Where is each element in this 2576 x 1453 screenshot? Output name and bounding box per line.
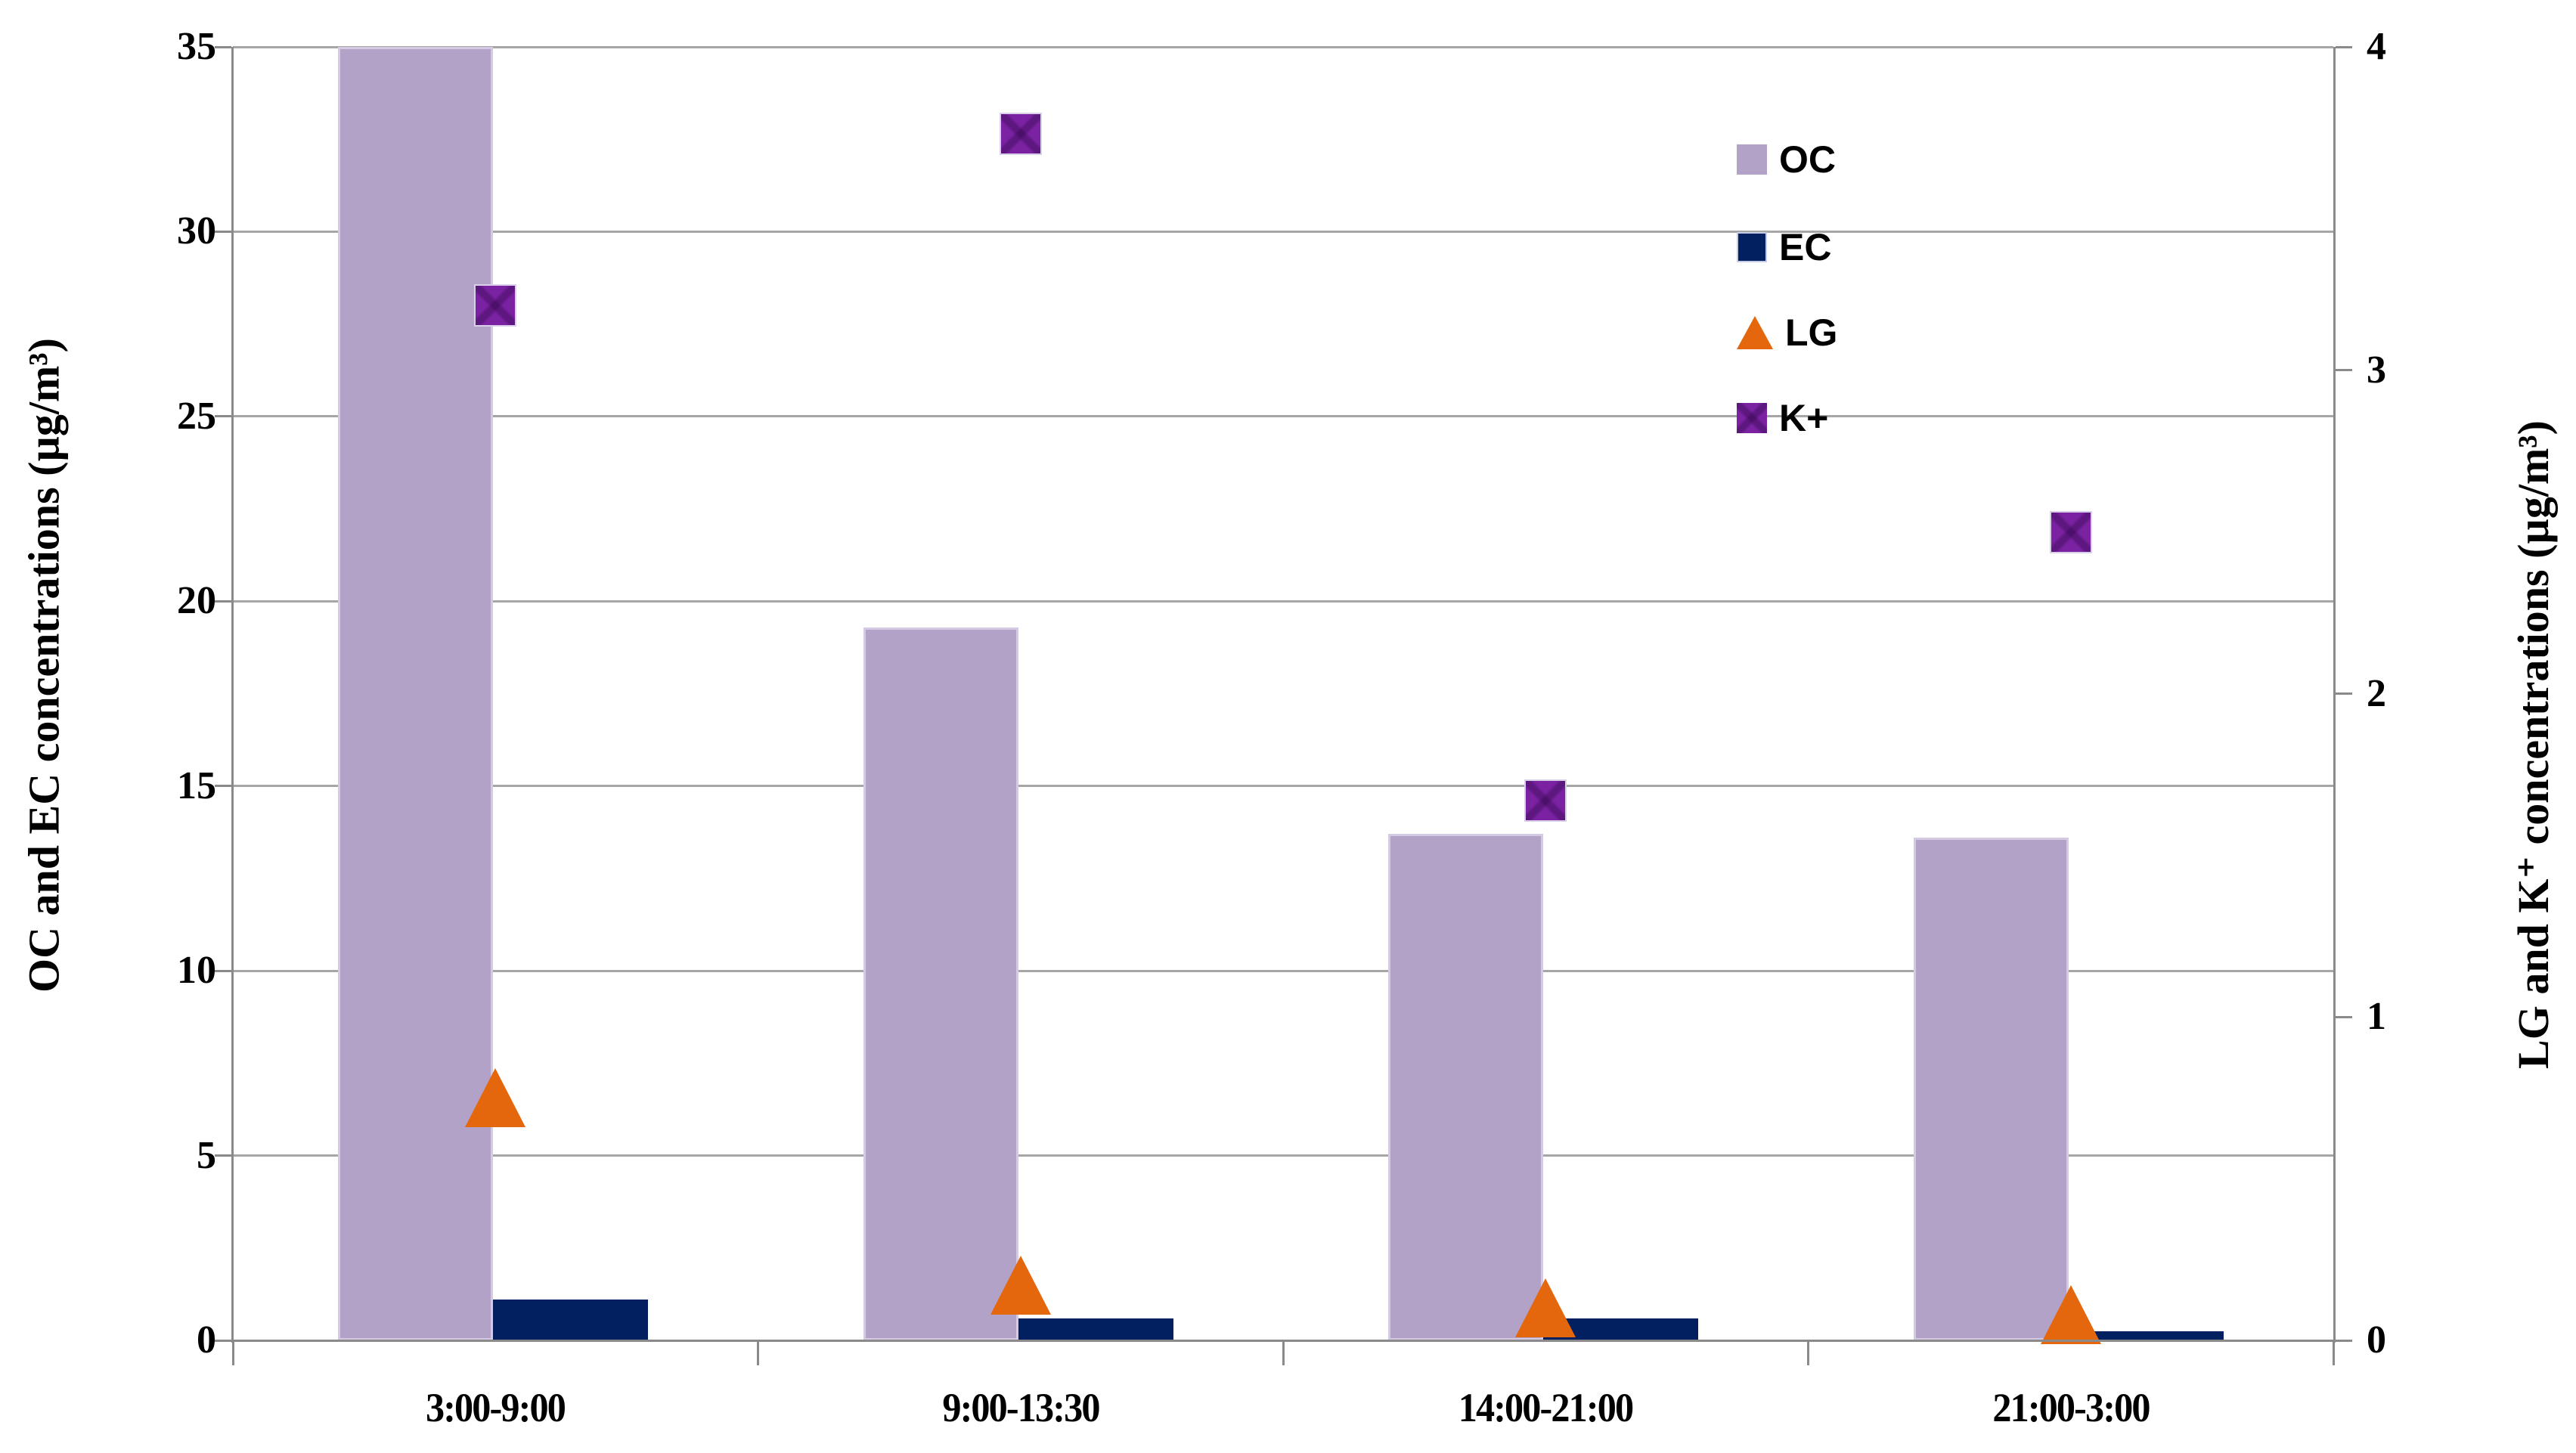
right-axis-tick bbox=[2336, 45, 2352, 48]
x-axis-category-label: 9:00-13:30 bbox=[942, 1385, 1100, 1430]
legend-oc-swatch-icon bbox=[1737, 144, 1767, 175]
left-axis-tick bbox=[215, 1154, 231, 1157]
gridline bbox=[233, 230, 2333, 233]
left-axis-tick bbox=[215, 785, 231, 788]
marker-kp-0 bbox=[474, 284, 517, 327]
legend-item-lg: LG bbox=[1737, 311, 1837, 354]
left-axis-tick-label: 10 bbox=[177, 949, 216, 993]
bar-ec-3 bbox=[2068, 1331, 2224, 1340]
gridline bbox=[233, 969, 2333, 972]
marker-kp-3 bbox=[2049, 510, 2092, 553]
left-axis-tick-label: 30 bbox=[177, 209, 216, 253]
marker-lg-1 bbox=[990, 1256, 1051, 1315]
legend-label: OC bbox=[1779, 138, 1836, 181]
marker-lg-3 bbox=[2040, 1284, 2101, 1344]
bar-oc-1 bbox=[863, 627, 1018, 1340]
legend-label: LG bbox=[1785, 311, 1838, 354]
gridline bbox=[233, 45, 2333, 48]
left-axis-tick bbox=[215, 599, 231, 603]
gridline bbox=[233, 785, 2333, 788]
x-axis-boundary-tick bbox=[757, 1340, 759, 1365]
x-axis-category-label: 3:00-9:00 bbox=[426, 1385, 566, 1430]
right-axis-tick-label: 1 bbox=[2367, 995, 2386, 1039]
bar-oc-2 bbox=[1388, 834, 1544, 1340]
right-axis-tick bbox=[2336, 1339, 2352, 1342]
legend-item-oc: OC bbox=[1737, 138, 1836, 181]
right-axis-tick bbox=[2336, 692, 2352, 695]
bar-oc-3 bbox=[1913, 838, 2069, 1340]
gridline bbox=[233, 599, 2333, 603]
gridline bbox=[233, 1154, 2333, 1157]
right-axis-tick-label: 4 bbox=[2367, 25, 2386, 68]
legend-label: EC bbox=[1779, 226, 1832, 268]
left-axis-tick-label: 0 bbox=[197, 1318, 216, 1362]
x-axis-boundary-tick bbox=[1282, 1340, 1285, 1365]
left-axis-tick bbox=[215, 969, 231, 972]
left-axis-tick bbox=[215, 1339, 231, 1342]
legend-ec-swatch-icon bbox=[1737, 232, 1767, 262]
x-axis-category-label: 14:00-21:00 bbox=[1458, 1385, 1634, 1430]
right-axis-tick-label: 0 bbox=[2367, 1318, 2386, 1362]
bar-ec-0 bbox=[493, 1300, 649, 1340]
legend-lg-swatch-icon bbox=[1737, 316, 1773, 349]
left-axis-tick-label: 5 bbox=[197, 1133, 216, 1177]
legend-kp-swatch-icon bbox=[1737, 403, 1767, 433]
left-axis-tick-label: 25 bbox=[177, 394, 216, 438]
x-axis-boundary-tick bbox=[2332, 1340, 2335, 1365]
right-axis-tick bbox=[2336, 1015, 2352, 1018]
left-axis-tick bbox=[215, 415, 231, 418]
marker-kp-2 bbox=[1524, 779, 1567, 822]
marker-kp-1 bbox=[999, 113, 1042, 156]
marker-lg-0 bbox=[465, 1068, 526, 1128]
bar-ec-1 bbox=[1018, 1318, 1173, 1340]
legend-label: K+ bbox=[1779, 397, 1829, 439]
x-axis-boundary-tick bbox=[1807, 1340, 1809, 1365]
legend-item-kp: K+ bbox=[1737, 397, 1828, 439]
right-axis-tick-label: 2 bbox=[2367, 671, 2386, 715]
left-axis-tick-label: 20 bbox=[177, 579, 216, 623]
right-axis-line bbox=[2333, 47, 2336, 1343]
left-axis-tick-label: 35 bbox=[177, 25, 216, 68]
x-axis-category-label: 21:00-3:00 bbox=[1992, 1385, 2150, 1430]
legend-item-ec: EC bbox=[1737, 226, 1831, 268]
bar-oc-0 bbox=[338, 47, 494, 1340]
gridline bbox=[233, 415, 2333, 418]
right-axis-tick bbox=[2336, 369, 2352, 372]
x-axis-line bbox=[216, 1340, 2335, 1342]
left-axis-tick-label: 15 bbox=[177, 764, 216, 807]
left-axis-line bbox=[231, 47, 234, 1343]
marker-lg-2 bbox=[1515, 1278, 1576, 1338]
right-axis-tick-label: 3 bbox=[2367, 348, 2386, 392]
left-axis-tick bbox=[215, 230, 231, 233]
left-axis-tick bbox=[215, 45, 231, 48]
x-axis-boundary-tick bbox=[231, 1340, 234, 1365]
